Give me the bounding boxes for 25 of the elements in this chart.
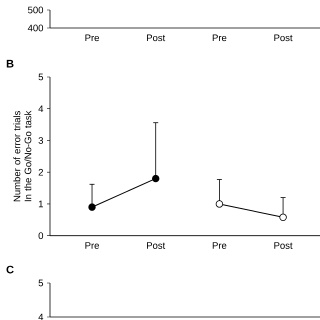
y-tick-label: 4 xyxy=(38,314,44,320)
y-tick-label: 1 xyxy=(38,200,43,208)
point xyxy=(216,200,224,208)
x-tick-label: Post xyxy=(274,242,293,249)
y-tick-label: 3 xyxy=(38,137,44,144)
x-tick-label: Pre xyxy=(212,242,226,249)
y-tick-label: 2 xyxy=(38,168,43,176)
y-tick-label: 400 xyxy=(28,24,44,32)
y-tick-label: 0 xyxy=(38,232,44,240)
x-tick-label: Post xyxy=(146,242,166,249)
x-tick-label: Pre xyxy=(85,34,99,42)
y-tick-label: 5 xyxy=(38,74,44,80)
y-tick-label: 5 xyxy=(38,280,44,286)
point xyxy=(152,174,160,182)
chart-title: B xyxy=(6,60,14,68)
x-tick-label: Post xyxy=(274,34,293,42)
chart-title: C xyxy=(6,266,14,274)
y-axis-title: Number of error trials In the Go/No-Go task xyxy=(13,110,32,202)
y-tick-label: 500 xyxy=(28,6,44,14)
x-tick-label: Pre xyxy=(212,34,226,42)
point xyxy=(88,203,96,211)
y-tick-label: 4 xyxy=(38,105,44,112)
x-tick-label: Pre xyxy=(85,242,99,249)
point xyxy=(279,214,287,221)
x-tick-label: Post xyxy=(146,34,166,42)
